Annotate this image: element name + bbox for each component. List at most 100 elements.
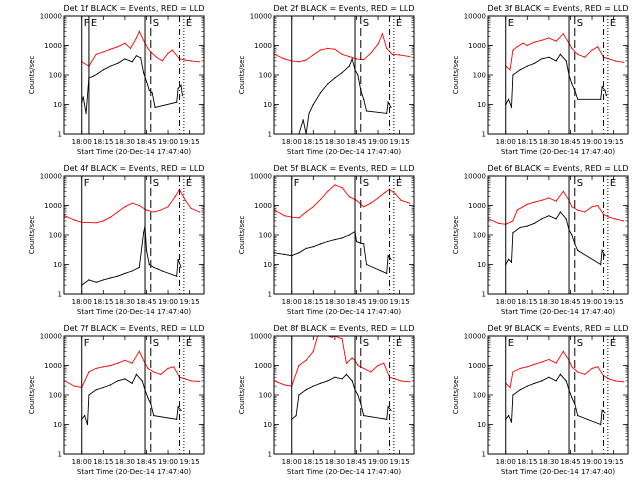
plot-frame: [487, 335, 629, 455]
panel-title: Det 9f BLACK = Events, RED = LLD: [487, 324, 628, 333]
data-point: [85, 112, 87, 114]
data-point: [283, 215, 286, 217]
marker-label: S: [153, 18, 159, 29]
y-tick-label: 1000: [254, 42, 272, 50]
data-point: [131, 362, 133, 364]
data-point: [386, 272, 388, 274]
x-tick-label: 19:00: [368, 138, 388, 146]
data-point: [82, 96, 84, 98]
marker-label: S: [153, 178, 159, 189]
x-tick-label: 18:45: [136, 298, 156, 306]
data-point: [312, 246, 314, 248]
data-point: [181, 95, 183, 97]
data-point: [355, 240, 358, 243]
data-point: [571, 397, 573, 399]
x-tick-label: 18:30: [115, 298, 135, 306]
panel-title: Det 2f BLACK = Events, RED = LLD: [273, 4, 414, 13]
marker-label: S: [363, 338, 369, 349]
y-tick-label: 10000: [464, 173, 486, 181]
y-tick-label: 10: [477, 421, 486, 429]
series-events-black: [81, 226, 182, 286]
data-point: [124, 206, 126, 208]
y-tick-label: 1: [482, 291, 486, 299]
marker-label: E: [610, 338, 616, 349]
data-point: [305, 247, 307, 249]
data-point: [153, 266, 155, 268]
data-point: [605, 95, 608, 97]
data-point: [604, 412, 606, 414]
data-point: [357, 394, 359, 396]
x-tick-label: 18:30: [115, 138, 135, 146]
data-point: [327, 380, 329, 382]
data-point: [370, 202, 372, 204]
data-point: [512, 49, 514, 51]
data-point: [124, 378, 126, 380]
data-point: [571, 83, 573, 85]
data-point: [399, 54, 401, 56]
data-point: [131, 382, 133, 384]
data-point: [614, 60, 616, 62]
data-point: [363, 59, 365, 61]
data-point: [370, 371, 372, 373]
data-point: [298, 394, 300, 396]
panel-det-5: Det 5f BLACK = Events, RED = LLD Counts/s…: [238, 164, 415, 316]
x-tick-label: 18:30: [325, 138, 345, 146]
x-tick-label: 18:15: [303, 138, 323, 146]
data-point: [597, 46, 599, 48]
panel-title: Det 4f BLACK = Events, RED = LLD: [63, 164, 204, 173]
data-point: [327, 240, 329, 243]
y-tick-label: 10: [53, 421, 62, 429]
data-point: [526, 65, 528, 67]
data-point: [341, 237, 343, 239]
data-point: [153, 211, 155, 213]
data-point: [512, 394, 514, 396]
data-point: [145, 249, 148, 251]
data-point: [533, 201, 536, 203]
data-point: [298, 61, 300, 63]
marker-label: E: [396, 18, 402, 29]
marker-label: E: [186, 178, 192, 189]
data-point: [319, 92, 322, 94]
data-point: [161, 270, 163, 272]
data-point: [391, 53, 393, 56]
data-point: [283, 58, 286, 60]
data-point: [623, 220, 625, 222]
data-point: [519, 226, 521, 229]
data-point: [348, 234, 350, 236]
y-tick-label: 10: [53, 101, 62, 109]
y-tick-label: 100: [473, 72, 486, 80]
data-point: [174, 196, 176, 198]
data-point: [153, 415, 155, 417]
data-point: [147, 367, 149, 369]
data-point: [305, 389, 307, 391]
data-point: [305, 59, 307, 61]
data-point: [109, 65, 112, 67]
data-point: [591, 206, 593, 208]
data-point: [363, 206, 365, 208]
data-point: [305, 359, 307, 361]
x-tick-label: 18:00: [496, 458, 516, 466]
y-tick-label: 1: [482, 131, 486, 139]
marker-label: E: [610, 18, 616, 29]
data-point: [95, 53, 97, 56]
data-point: [512, 232, 514, 234]
data-point: [541, 218, 543, 220]
data-point: [167, 367, 169, 369]
data-point: [555, 60, 557, 62]
data-point: [522, 206, 524, 208]
data-point: [135, 373, 137, 375]
marker-label: S: [363, 178, 369, 189]
data-point: [73, 385, 76, 387]
data-point: [341, 378, 343, 380]
data-point: [516, 46, 518, 48]
data-point: [341, 187, 343, 189]
y-tick-label: 1: [268, 131, 272, 139]
y-tick-label: 1: [268, 291, 272, 299]
data-point: [102, 220, 104, 222]
data-point: [400, 199, 402, 201]
data-point: [155, 56, 158, 58]
data-point: [176, 418, 178, 420]
data-point: [623, 381, 625, 383]
plot-frame: [63, 175, 205, 295]
